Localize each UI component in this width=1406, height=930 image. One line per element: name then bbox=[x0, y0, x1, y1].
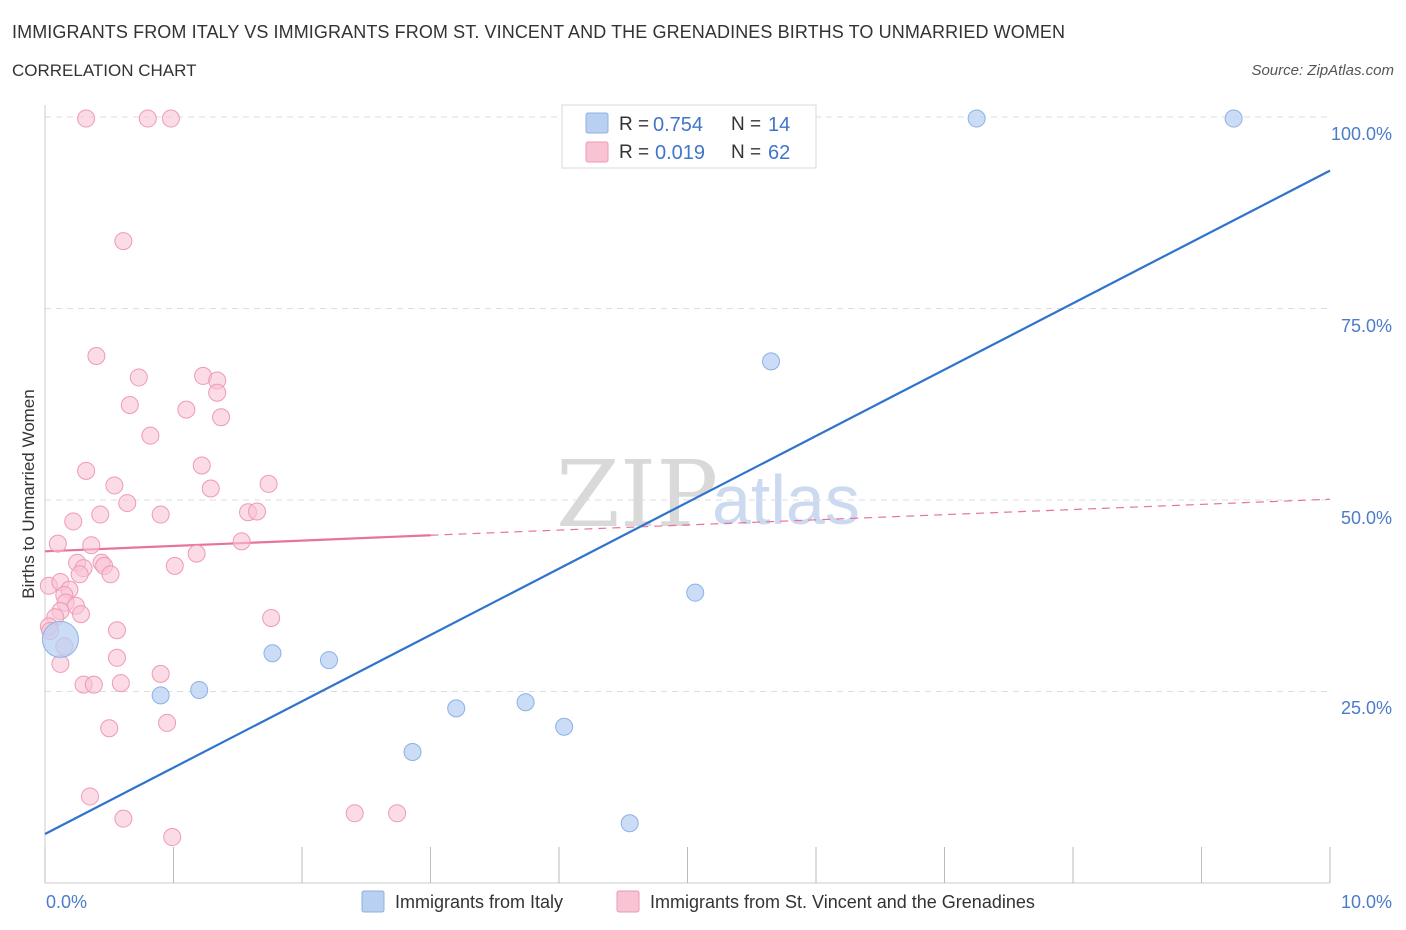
point-st-vincent-17 bbox=[259, 474, 278, 493]
point-st-vincent-55 bbox=[80, 787, 99, 806]
point-st-vincent-44 bbox=[107, 621, 126, 640]
point-italy-13 bbox=[1224, 109, 1243, 128]
point-st-vincent-23 bbox=[48, 534, 67, 553]
point-st-vincent-16 bbox=[201, 479, 220, 498]
point-st-vincent-2 bbox=[161, 109, 180, 128]
point-st-vincent-56 bbox=[114, 809, 133, 828]
point-st-vincent-10 bbox=[177, 400, 196, 419]
legend-r-label-italy: R = bbox=[619, 114, 649, 135]
point-st-vincent-24 bbox=[82, 536, 101, 555]
point-italy-8 bbox=[555, 717, 574, 736]
points-st-vincent bbox=[39, 109, 407, 847]
x-tick-0: 0.0% bbox=[46, 892, 87, 912]
y-tick-100: 100.0% bbox=[1331, 124, 1392, 144]
legend-r-label-st-vincent: R = bbox=[619, 142, 649, 163]
point-italy-12 bbox=[967, 109, 986, 128]
y-tick-75: 75.0% bbox=[1341, 316, 1392, 336]
point-st-vincent-51 bbox=[84, 675, 103, 694]
y-tick-50: 50.0% bbox=[1341, 508, 1392, 528]
point-st-vincent-32 bbox=[101, 565, 120, 584]
point-st-vincent-60 bbox=[248, 502, 267, 521]
legend-n-label-st-vincent: N = bbox=[731, 142, 761, 163]
bottom-legend-label-italy: Immigrants from Italy bbox=[395, 892, 563, 912]
point-st-vincent-59 bbox=[163, 828, 182, 847]
point-italy-2 bbox=[190, 680, 209, 699]
point-italy-6 bbox=[447, 699, 466, 718]
point-st-vincent-20 bbox=[151, 505, 170, 524]
watermark-zip: ZIP bbox=[556, 441, 718, 548]
point-st-vincent-19 bbox=[91, 505, 110, 524]
point-st-vincent-4 bbox=[87, 346, 106, 365]
point-st-vincent-42 bbox=[262, 608, 281, 627]
point-italy-5 bbox=[403, 743, 422, 762]
point-st-vincent-13 bbox=[77, 461, 96, 480]
point-st-vincent-12 bbox=[141, 426, 160, 445]
point-st-vincent-11 bbox=[212, 408, 231, 427]
legend-n-value-st-vincent: 62 bbox=[768, 142, 790, 164]
legend-r-value-italy: 0.754 bbox=[653, 114, 703, 136]
point-st-vincent-52 bbox=[111, 674, 130, 693]
point-st-vincent-14 bbox=[192, 456, 211, 475]
chart-subtitle: CORRELATION CHART bbox=[12, 61, 197, 80]
point-st-vincent-5 bbox=[129, 368, 148, 387]
point-italy-10 bbox=[686, 583, 705, 602]
trend-lines bbox=[44, 169, 1331, 835]
y-tick-25: 25.0% bbox=[1341, 698, 1392, 718]
legend-swatch-italy bbox=[585, 112, 609, 134]
point-st-vincent-31 bbox=[70, 565, 89, 584]
point-st-vincent-61 bbox=[187, 544, 206, 563]
trend-line-italy bbox=[44, 169, 1331, 835]
point-st-vincent-41 bbox=[71, 605, 90, 624]
point-st-vincent-9 bbox=[120, 396, 139, 415]
point-st-vincent-53 bbox=[158, 713, 177, 732]
point-italy-1 bbox=[151, 686, 170, 705]
bottom-legend-swatch-italy bbox=[361, 890, 385, 913]
point-st-vincent-1 bbox=[138, 109, 157, 128]
bottom-legend-label-st-vincent: Immigrants from St. Vincent and the Gren… bbox=[650, 892, 1035, 912]
point-st-vincent-47 bbox=[107, 648, 126, 667]
point-italy-0 bbox=[41, 620, 79, 658]
legend-box: R = 0.754 N = 14 R = 0.019 N = 62 bbox=[561, 104, 817, 169]
point-st-vincent-30 bbox=[165, 556, 184, 575]
point-italy-3 bbox=[263, 644, 282, 663]
point-st-vincent-22 bbox=[64, 512, 83, 531]
point-st-vincent-18 bbox=[118, 494, 137, 513]
bottom-legend-swatch-st-vincent bbox=[616, 890, 640, 913]
point-st-vincent-58 bbox=[388, 804, 407, 823]
legend-r-value-st-vincent: 0.019 bbox=[655, 142, 705, 164]
point-st-vincent-8 bbox=[208, 383, 227, 402]
point-italy-9 bbox=[620, 814, 639, 833]
chart-title: IMMIGRANTS FROM ITALY VS IMMIGRANTS FROM… bbox=[12, 22, 1066, 42]
point-st-vincent-49 bbox=[151, 664, 170, 683]
bottom-legend: Immigrants from Italy Immigrants from St… bbox=[361, 890, 1035, 913]
point-italy-4 bbox=[319, 651, 338, 670]
legend-n-value-italy: 14 bbox=[768, 114, 790, 136]
point-st-vincent-15 bbox=[105, 476, 124, 495]
points-italy bbox=[41, 109, 1243, 833]
legend-n-label-italy: N = bbox=[731, 114, 761, 135]
source-credit: Source: ZipAtlas.com bbox=[1251, 62, 1394, 79]
x-tick-10: 10.0% bbox=[1341, 892, 1392, 912]
y-axis-label: Births to Unmarried Women bbox=[19, 389, 38, 598]
point-st-vincent-54 bbox=[100, 719, 119, 738]
point-st-vincent-25 bbox=[232, 532, 251, 551]
point-st-vincent-57 bbox=[345, 804, 364, 823]
point-st-vincent-0 bbox=[77, 109, 96, 128]
legend-swatch-st-vincent bbox=[585, 141, 609, 163]
point-italy-11 bbox=[762, 352, 781, 371]
point-st-vincent-48 bbox=[51, 654, 70, 673]
point-st-vincent-3 bbox=[114, 232, 133, 251]
grid-lines bbox=[45, 116, 1330, 692]
axes bbox=[44, 105, 1331, 884]
point-italy-7 bbox=[516, 693, 535, 712]
trend-line-st-vincent-extended bbox=[430, 498, 1331, 536]
